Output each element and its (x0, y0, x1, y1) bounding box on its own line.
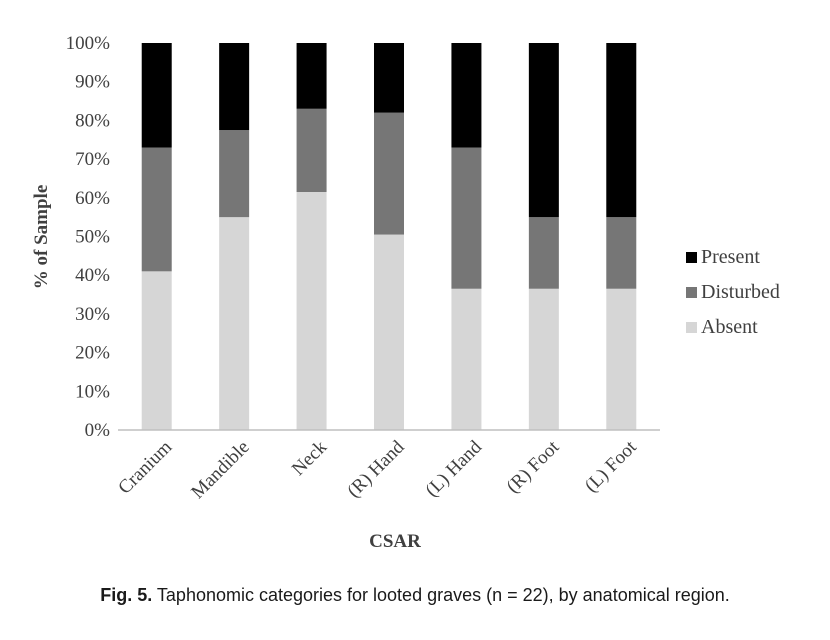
bar-l-foot-disturbed (606, 217, 637, 289)
y-tick-label: 10% (75, 381, 110, 402)
x-tick-label-mandible: Mandible (187, 437, 253, 503)
y-tick-label: 40% (75, 265, 110, 286)
legend-swatch-disturbed (686, 287, 697, 298)
bar-mandible-disturbed (219, 130, 250, 218)
bar-l-hand-disturbed (451, 147, 482, 289)
x-tick-label-cranium: Cranium (114, 437, 176, 499)
figure-caption: Fig. 5. Taphonomic categories for looted… (0, 585, 830, 606)
y-tick-label: 50% (75, 227, 110, 248)
chart: 0% 10% 20% 30% 40% 50% 60% 70% 80% 90% 100% Craniu… (31, 33, 780, 552)
y-tick-label: 90% (75, 72, 110, 93)
bar-mandible-present (219, 43, 250, 131)
bar-r-foot-absent (528, 288, 559, 430)
bars-group (141, 43, 637, 430)
bar-r-foot-disturbed (528, 217, 559, 289)
caption-text: Taphonomic categories for looted graves … (152, 585, 730, 605)
legend-label-absent: Absent (701, 316, 758, 338)
y-tick-label: 0% (85, 420, 111, 441)
x-axis-title: CSAR (369, 531, 421, 552)
bar-neck-absent (296, 191, 327, 430)
bar-l-foot-present (606, 43, 637, 218)
bar-r-hand-absent (374, 234, 404, 430)
stacked-bar-chart: 0% 10% 20% 30% 40% 50% 60% 70% 80% 90% 100% Craniu… (31, 33, 780, 552)
bar-l-foot-absent (606, 288, 637, 430)
y-tick-label: 60% (75, 188, 110, 209)
bar-cranium-absent (141, 271, 172, 430)
x-tick-label-l-foot: (L) Foot (581, 436, 642, 497)
x-tick-label-neck: Neck (288, 436, 332, 480)
y-tick-label: 30% (75, 304, 110, 325)
legend: Present Disturbed Absent (686, 246, 780, 338)
y-tick-label: 80% (75, 110, 110, 131)
y-axis-title: % of Sample (31, 185, 52, 290)
bar-mandible-absent (219, 217, 250, 430)
x-tick-label-r-foot: (R) Foot (503, 436, 564, 497)
legend-label-disturbed: Disturbed (701, 281, 780, 303)
y-tick-label: 20% (75, 343, 110, 364)
legend-swatch-absent (686, 322, 697, 333)
y-tick-label: 70% (75, 149, 110, 170)
bar-cranium-present (141, 43, 172, 148)
x-tick-label-r-hand: (R) Hand (343, 436, 409, 502)
bar-neck-disturbed (296, 108, 327, 192)
legend-swatch-present (686, 252, 697, 263)
bar-cranium-disturbed (141, 147, 172, 272)
y-tick-label: 100% (66, 33, 111, 54)
legend-label-present: Present (701, 246, 760, 268)
caption-figure-label: Fig. 5. (100, 585, 153, 605)
bar-r-hand-disturbed (374, 112, 404, 235)
bar-r-hand-present (374, 43, 404, 113)
bar-r-foot-present (528, 43, 559, 218)
bar-l-hand-absent (451, 288, 482, 430)
x-tick-labels: Cranium Mandible Neck (R) Hand (L) Hand (R) F… (114, 436, 641, 503)
y-tick-labels: 0% 10% 20% 30% 40% 50% 60% 70% 80% 90% 100% (66, 33, 111, 441)
bar-l-hand-present (451, 43, 482, 148)
x-tick-label-l-hand: (L) Hand (421, 436, 486, 501)
bar-neck-present (296, 43, 327, 109)
